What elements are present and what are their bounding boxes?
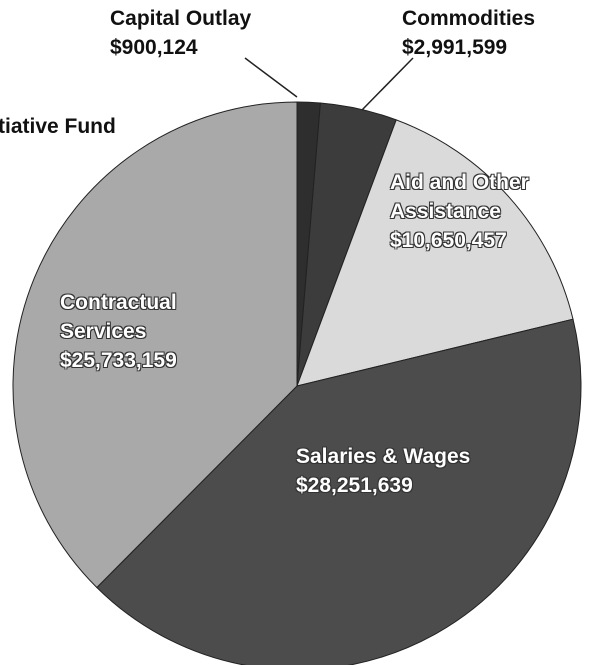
annotation: tiative Fund	[0, 115, 116, 138]
slice-label: Contractual Services $25,733,159	[60, 288, 220, 375]
category-label: Contractual Services	[60, 291, 177, 343]
pie-slice	[96, 318, 582, 665]
slice-label: Commodities $2,991,599	[402, 4, 596, 62]
category-label: Salaries & Wages	[296, 445, 471, 468]
value-label: $28,251,639	[296, 474, 413, 497]
value-label: $25,733,159	[60, 349, 177, 372]
pie-slice	[296, 119, 574, 387]
category-label: Aid and Other Assistance	[390, 171, 529, 223]
slice-label: Aid and Other Assistance $10,650,457	[390, 168, 580, 255]
leader-line	[361, 57, 414, 111]
pie-slice	[12, 101, 298, 589]
value-label: $2,991,599	[402, 36, 508, 59]
value-label: $10,650,457	[390, 229, 507, 252]
value-label: $900,124	[110, 36, 198, 59]
slice-label: Salaries & Wages $28,251,639	[296, 442, 556, 500]
category-label: Capital Outlay	[110, 7, 252, 30]
category-label: Commodities	[402, 7, 536, 30]
slice-label: Capital Outlay $900,124	[110, 4, 290, 62]
leader-line	[244, 57, 298, 98]
